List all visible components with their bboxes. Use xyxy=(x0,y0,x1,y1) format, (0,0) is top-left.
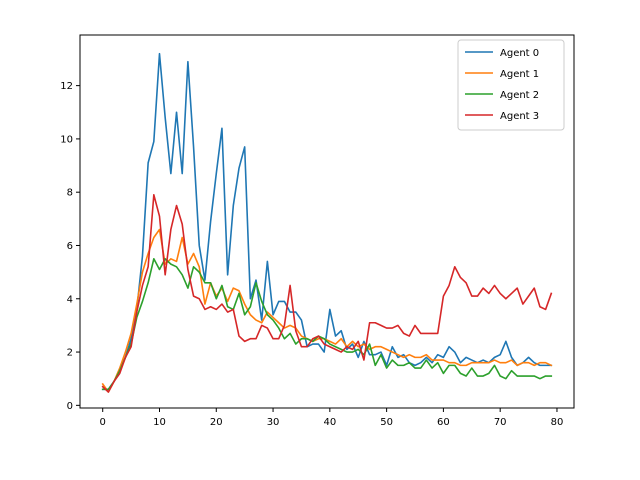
legend-box xyxy=(457,39,565,131)
x-tick-label: 30 xyxy=(267,417,280,428)
y-tick-label: 6 xyxy=(67,241,73,252)
legend-label-agent-3: Agent 3 xyxy=(500,111,539,122)
y-tick-label: 8 xyxy=(67,188,73,199)
y-tick-label: 12 xyxy=(60,81,73,92)
series-line-agent-2 xyxy=(101,257,553,391)
x-tick-label: 10 xyxy=(153,417,166,428)
x-tick-label: 70 xyxy=(494,417,507,428)
legend-label-agent-0: Agent 0 xyxy=(500,48,539,59)
y-tick-label: 10 xyxy=(60,134,73,145)
y-tick-label: 0 xyxy=(67,401,73,412)
x-tick-label: 50 xyxy=(380,417,393,428)
x-tick-label: 0 xyxy=(100,417,106,428)
x-tick-label: 20 xyxy=(210,417,223,428)
legend-label-agent-1: Agent 1 xyxy=(500,69,539,80)
legend: Agent 0 Agent 1 Agent 2 Agent 3 xyxy=(457,39,565,131)
x-tick-label: 60 xyxy=(437,417,450,428)
x-tick-label: 80 xyxy=(551,417,564,428)
plot-lines xyxy=(101,52,553,393)
y-tick-label: 2 xyxy=(67,348,73,359)
x-axis-ticks: 0 10 20 30 40 50 60 70 80 xyxy=(100,408,564,428)
plot-frame xyxy=(79,34,575,409)
y-axis-ticks: 0 2 4 6 8 10 12 xyxy=(60,81,80,412)
series-line-agent-3 xyxy=(101,194,553,393)
x-tick-label: 40 xyxy=(323,417,336,428)
legend-label-agent-2: Agent 2 xyxy=(500,90,539,101)
series-line-agent-1 xyxy=(101,228,553,393)
y-tick-label: 4 xyxy=(67,294,73,305)
